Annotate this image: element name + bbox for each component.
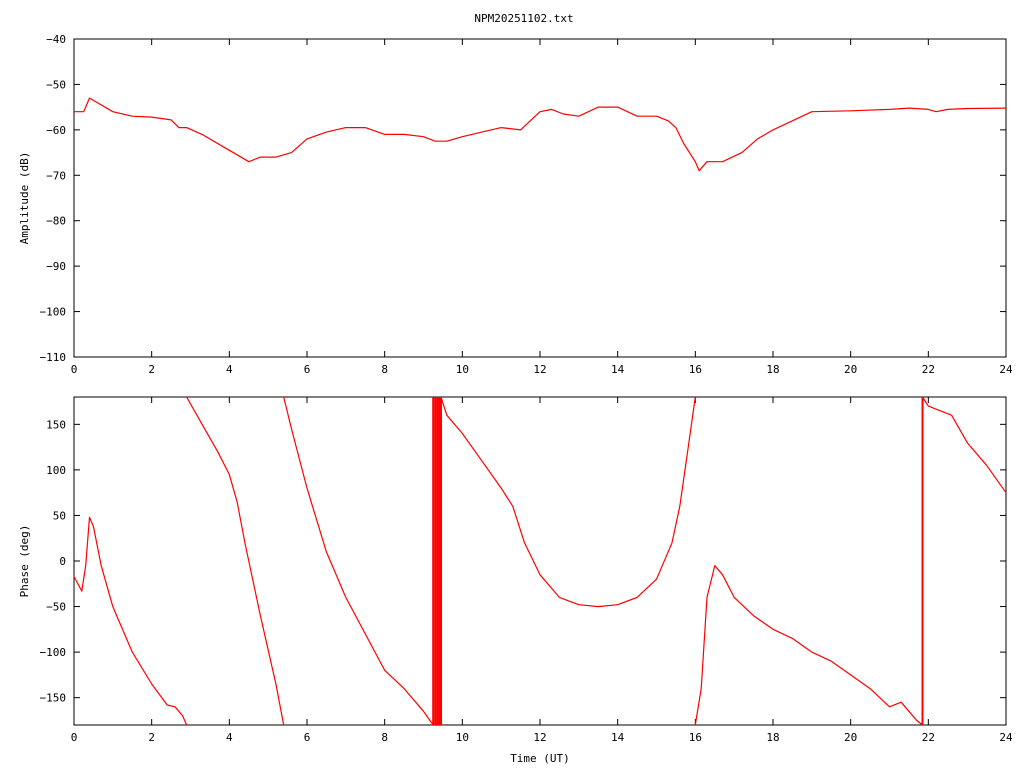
amplitude-x-tick-label: 22 — [922, 363, 935, 376]
amplitude-traces — [74, 97, 1007, 172]
amplitude-x-tick-label: 12 — [533, 363, 546, 376]
phase-x-ticks: 0 2 4 6 8 10 12 14 16 18 20 22 24 — [71, 397, 1013, 744]
phase-x-tick-label: 2 — [148, 731, 155, 744]
phase-y-tick-label: −100 — [40, 646, 67, 659]
amplitude-x-tick-label: 4 — [226, 363, 233, 376]
phase-trace-segment-2 — [283, 396, 434, 726]
amplitude-y-tick-label: −70 — [46, 169, 66, 182]
amplitude-y-tick-label: −40 — [46, 33, 66, 46]
phase-y-tick-label: −50 — [46, 601, 66, 614]
phase-y-tick-label: 100 — [46, 464, 66, 477]
amplitude-x-tick-label: 10 — [456, 363, 469, 376]
amplitude-y-tick-label: −50 — [46, 78, 66, 91]
phase-x-tick-label: 14 — [611, 731, 625, 744]
phase-x-tick-label: 0 — [71, 731, 78, 744]
phase-y-tick-label: 50 — [53, 509, 66, 522]
amplitude-y-tick-label: −80 — [46, 215, 66, 228]
amplitude-plot-frame — [73, 38, 1007, 358]
chart-title: NPM20251102.txt — [474, 12, 573, 25]
phase-trace-segment-1 — [186, 396, 285, 726]
amplitude-x-tick-label: 6 — [304, 363, 311, 376]
phase-y-tick-label: 0 — [59, 555, 66, 568]
phase-x-tick-label: 6 — [304, 731, 311, 744]
phase-x-tick-label: 22 — [922, 731, 935, 744]
amplitude-y-axis-label: Amplitude (dB) — [18, 152, 31, 245]
phase-trace-segment-0 — [73, 516, 188, 726]
phase-trace-segment-4 — [694, 565, 923, 726]
amplitude-trace-segment-0 — [74, 97, 1007, 172]
amplitude-y-tick-label: −100 — [40, 306, 67, 319]
phase-trace-segment-5 — [921, 396, 1007, 494]
phase-panel: 0 2 4 6 8 10 12 14 16 18 20 22 24 −150−100−500501001… — [18, 396, 1013, 765]
amplitude-x-tick-label: 8 — [381, 363, 388, 376]
phase-y-tick-label: 150 — [46, 418, 66, 431]
phase-x-tick-label: 24 — [999, 731, 1013, 744]
amplitude-y-tick-label: −90 — [46, 260, 66, 273]
amplitude-x-tick-label: 0 — [71, 363, 78, 376]
amplitude-x-tick-label: 24 — [999, 363, 1013, 376]
phase-x-tick-label: 12 — [533, 731, 546, 744]
phase-y-axis-label: Phase (deg) — [18, 525, 31, 598]
amplitude-y-tick-label: −110 — [40, 351, 67, 364]
phase-x-tick-label: 18 — [766, 731, 779, 744]
phase-traces — [73, 396, 1007, 726]
phase-trace-segment-3 — [440, 396, 696, 608]
phase-x-tick-label: 8 — [381, 731, 388, 744]
phase-x-tick-label: 16 — [689, 731, 702, 744]
amplitude-panel: 0 2 4 6 8 10 12 14 16 18 20 22 24 −110−100−90−80−70−… — [18, 33, 1013, 376]
phase-x-tick-label: 20 — [844, 731, 857, 744]
phase-x-axis-label: Time (UT) — [510, 752, 570, 765]
phase-y-ticks: −150 −100 −50 0 50 100 150 — [40, 418, 1006, 705]
amplitude-x-tick-label: 16 — [689, 363, 702, 376]
amplitude-x-tick-label: 20 — [844, 363, 857, 376]
amplitude-x-ticks: 0 2 4 6 8 10 12 14 16 18 20 22 24 — [71, 39, 1013, 376]
amplitude-x-tick-label: 14 — [611, 363, 625, 376]
phase-y-tick-label: −150 — [40, 692, 67, 705]
amplitude-x-tick-label: 2 — [148, 363, 155, 376]
phase-x-tick-label: 10 — [456, 731, 469, 744]
phase-plot-frame — [73, 396, 1007, 726]
amplitude-y-tick-label: −60 — [46, 124, 66, 137]
phase-x-tick-label: 4 — [226, 731, 233, 744]
amplitude-y-ticks: −110 −100 −90 −80 −70 −60 −50 −40 — [40, 33, 1006, 364]
amplitude-x-tick-label: 18 — [766, 363, 779, 376]
